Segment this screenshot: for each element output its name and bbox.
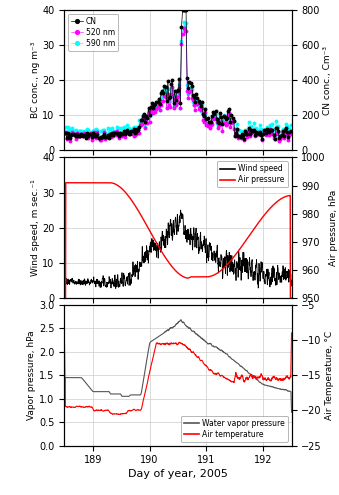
- 520 nm: [62, 130, 66, 136]
- Water vapor pressure: [93, 389, 97, 395]
- Air temperature: [187, 346, 191, 352]
- CN: [181, 7, 185, 13]
- Y-axis label: Vapor pressure, hPa: Vapor pressure, hPa: [27, 331, 36, 420]
- Water vapor pressure: [161, 331, 165, 337]
- Air pressure: [187, 275, 191, 281]
- Line: Water vapor pressure: Water vapor pressure: [64, 320, 292, 412]
- 590 nm: [277, 134, 281, 140]
- Air temperature: [139, 406, 143, 412]
- Legend: Wind speed, Air pressure: Wind speed, Air pressure: [217, 161, 288, 187]
- Line: CN: CN: [63, 8, 292, 141]
- 590 nm: [123, 127, 127, 133]
- Air pressure: [62, 295, 66, 301]
- 520 nm: [123, 134, 127, 140]
- 590 nm: [279, 128, 283, 134]
- Wind speed: [182, 232, 186, 238]
- 590 nm: [104, 133, 108, 139]
- Wind speed: [93, 281, 97, 287]
- Air temperature: [101, 408, 105, 414]
- Wind speed: [187, 227, 191, 233]
- Air pressure: [101, 180, 105, 186]
- Water vapor pressure: [187, 325, 191, 331]
- Y-axis label: Air Temperature, °C: Air Temperature, °C: [325, 331, 334, 420]
- CN: [76, 133, 80, 139]
- 590 nm: [76, 129, 80, 135]
- CN: [279, 132, 283, 138]
- 520 nm: [104, 134, 108, 140]
- 590 nm: [62, 128, 66, 134]
- Air pressure: [161, 251, 165, 257]
- Air pressure: [290, 295, 294, 301]
- Wind speed: [101, 276, 105, 282]
- 520 nm: [279, 134, 283, 140]
- 590 nm: [288, 122, 293, 128]
- Wind speed: [161, 238, 165, 244]
- Wind speed: [139, 260, 143, 266]
- Air pressure: [139, 212, 143, 218]
- Wind speed: [62, 288, 66, 294]
- Line: Wind speed: Wind speed: [64, 210, 292, 291]
- CN: [72, 131, 76, 137]
- 520 nm: [288, 131, 293, 137]
- 520 nm: [182, 25, 186, 31]
- CN: [272, 132, 276, 138]
- Water vapor pressure: [290, 409, 294, 415]
- Water vapor pressure: [62, 408, 66, 414]
- Wind speed: [290, 283, 294, 289]
- Air pressure: [64, 180, 68, 186]
- Water vapor pressure: [179, 317, 183, 323]
- 590 nm: [182, 19, 186, 25]
- CN: [104, 134, 108, 140]
- Water vapor pressure: [139, 391, 143, 397]
- 520 nm: [72, 132, 76, 138]
- Air temperature: [290, 330, 294, 336]
- Air temperature: [93, 408, 97, 414]
- CN: [242, 137, 246, 143]
- Legend: Water vapor pressure, Air temperature: Water vapor pressure, Air temperature: [181, 416, 288, 442]
- Y-axis label: CN conc., Cm⁻³: CN conc., Cm⁻³: [322, 46, 332, 115]
- Y-axis label: BC conc., ng m⁻³: BC conc., ng m⁻³: [31, 42, 40, 118]
- Line: Air temperature: Air temperature: [64, 333, 292, 414]
- Air pressure: [182, 274, 186, 280]
- Y-axis label: Air pressure, hPa: Air pressure, hPa: [328, 190, 338, 266]
- CN: [123, 131, 127, 137]
- 590 nm: [72, 128, 76, 134]
- Air temperature: [118, 411, 122, 417]
- 520 nm: [271, 131, 275, 137]
- 520 nm: [76, 133, 80, 139]
- Line: 520 nm: 520 nm: [63, 26, 292, 143]
- 590 nm: [271, 121, 275, 127]
- Line: Air pressure: Air pressure: [64, 183, 292, 298]
- Legend: CN, 520 nm, 590 nm: CN, 520 nm, 590 nm: [68, 14, 118, 50]
- X-axis label: Day of year, 2005: Day of year, 2005: [128, 469, 228, 479]
- Air pressure: [93, 180, 97, 186]
- Water vapor pressure: [101, 389, 105, 395]
- Air temperature: [182, 342, 186, 348]
- 520 nm: [277, 138, 281, 144]
- Line: 590 nm: 590 nm: [63, 21, 292, 138]
- Air temperature: [161, 341, 165, 346]
- Y-axis label: Wind speed, m sec.⁻¹: Wind speed, m sec.⁻¹: [31, 179, 40, 276]
- Water vapor pressure: [182, 319, 186, 325]
- Air temperature: [62, 335, 66, 341]
- CN: [288, 128, 293, 134]
- CN: [62, 130, 66, 136]
- Wind speed: [179, 207, 183, 213]
